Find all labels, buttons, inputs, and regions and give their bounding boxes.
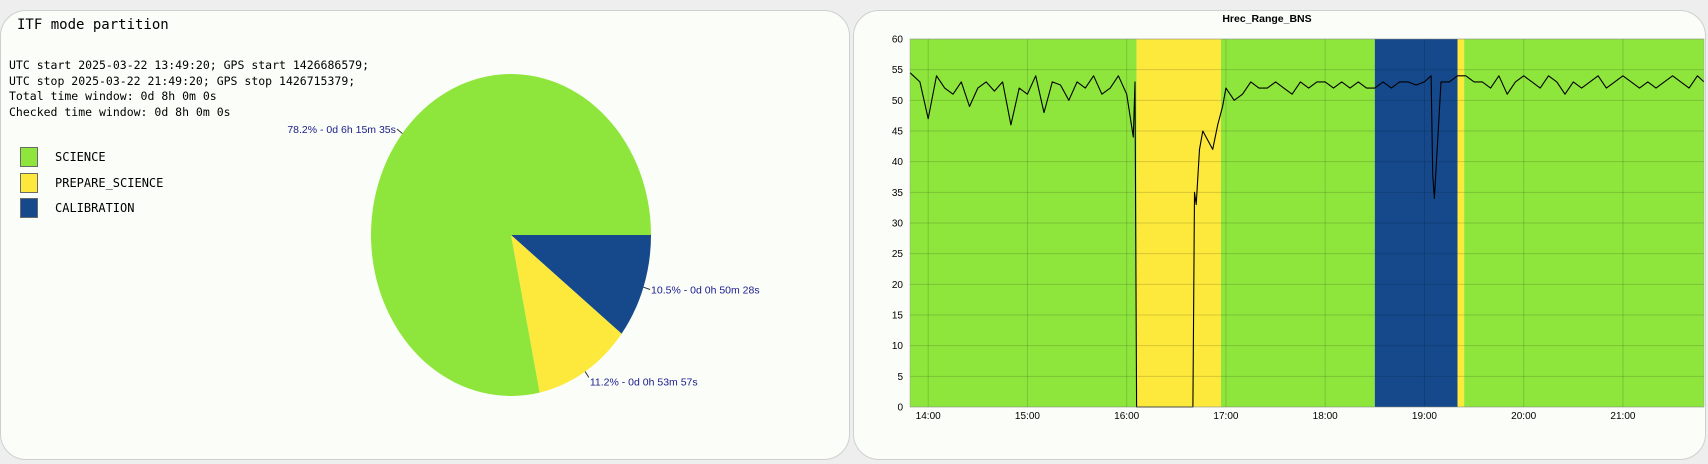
y-tick-label-30: 30 (892, 219, 904, 230)
mode-band-prepare-science-4 (1457, 39, 1465, 407)
legend-label-calibration: CALIBRATION (55, 201, 135, 215)
pie-slice-calibration (511, 235, 651, 334)
y-tick-label-25: 25 (892, 249, 904, 260)
pie-leader-science (396, 128, 403, 134)
mode-band-calibration-3 (1374, 39, 1458, 407)
pie-label-science: 78.2% - 0d 6h 15m 35s (287, 124, 396, 136)
info-line-checked-window: Checked time window: 0d 8h 0m 0s (9, 104, 231, 119)
legend-swatch-prepare-science (20, 172, 38, 193)
x-tick-label-1400: 14:00 (916, 411, 941, 422)
pie-label-prepare-science: 11.2% - 0d 0h 53m 57s (590, 377, 698, 389)
y-tick-label-60: 60 (892, 35, 904, 46)
info-line-utc-start: UTC start 2025-03-22 13:49:20; GPS start… (9, 58, 370, 72)
y-tick-label-15: 15 (892, 311, 904, 322)
y-tick-label-35: 35 (892, 188, 904, 199)
mode-partition-panel: ITF mode partition UTC start 2025-03-22 … (0, 10, 850, 460)
legend-swatch-science (20, 147, 38, 167)
legend-label-prepare-science: PREPARE_SCIENCE (55, 175, 164, 190)
range-series-line (909, 72, 1705, 408)
mode-band-science-2 (1220, 39, 1375, 407)
mode-band-science-5 (1464, 39, 1704, 407)
time-window-info: UTC start 2025-03-22 13:49:20; GPS start… (9, 58, 369, 120)
y-tick-label-5: 5 (897, 372, 903, 383)
range-timeseries-panel: Hrec_Range_BNS 0 5 10 15 20 25 30 35 40 45 50 55 60 14… (853, 10, 1706, 460)
x-tick-label-1500: 15:00 (1015, 411, 1040, 422)
legend-swatch-calibration (20, 198, 38, 218)
range-line-chart: Hrec_Range_BNS 0 5 10 15 20 25 30 35 40 45 50 55 60 14… (892, 13, 1705, 422)
pie-slice-prepare-science (511, 235, 622, 393)
mode-pie-chart: 10.5% - 0d 0h 50m 28s 11.2% - 0d 0h 53m 5… (287, 74, 760, 397)
panel-title: ITF mode partition (17, 17, 169, 33)
pie-label-calibration: 10.5% - 0d 0h 50m 28s (651, 284, 760, 296)
y-tick-label-40: 40 (892, 157, 904, 168)
y-tick-label-20: 20 (892, 280, 904, 291)
x-tick-label-2000: 20:00 (1511, 411, 1536, 422)
x-tick-label-1900: 19:00 (1412, 411, 1437, 422)
legend-label-science: SCIENCE (55, 150, 106, 164)
mode-band-science-0 (910, 39, 1137, 407)
y-tick-label-50: 50 (892, 96, 904, 107)
y-tick-label-0: 0 (897, 403, 903, 414)
x-tick-label-1800: 18:00 (1313, 411, 1338, 422)
y-tick-label-55: 55 (892, 65, 904, 76)
y-tick-label-45: 45 (892, 127, 904, 138)
x-tick-label-1700: 17:00 (1213, 411, 1238, 422)
plot-frame (909, 38, 1705, 408)
x-tick-label-1600: 16:00 (1114, 411, 1139, 422)
pie-leader-calibration (643, 286, 651, 290)
y-tick-label-10: 10 (892, 341, 904, 352)
pie-leader-prepare-science (584, 371, 590, 378)
mode-band-prepare-science-1 (1136, 39, 1221, 407)
chart-title: Hrec_Range_BNS (1222, 13, 1311, 25)
x-tick-label-2100: 21:00 (1610, 411, 1635, 422)
info-line-total-window: Total time window: 0d 8h 0m 0s (9, 89, 217, 103)
info-line-utc-stop: UTC stop 2025-03-22 21:49:20; GPS stop 1… (9, 73, 356, 88)
pie-slice-science (371, 74, 651, 397)
